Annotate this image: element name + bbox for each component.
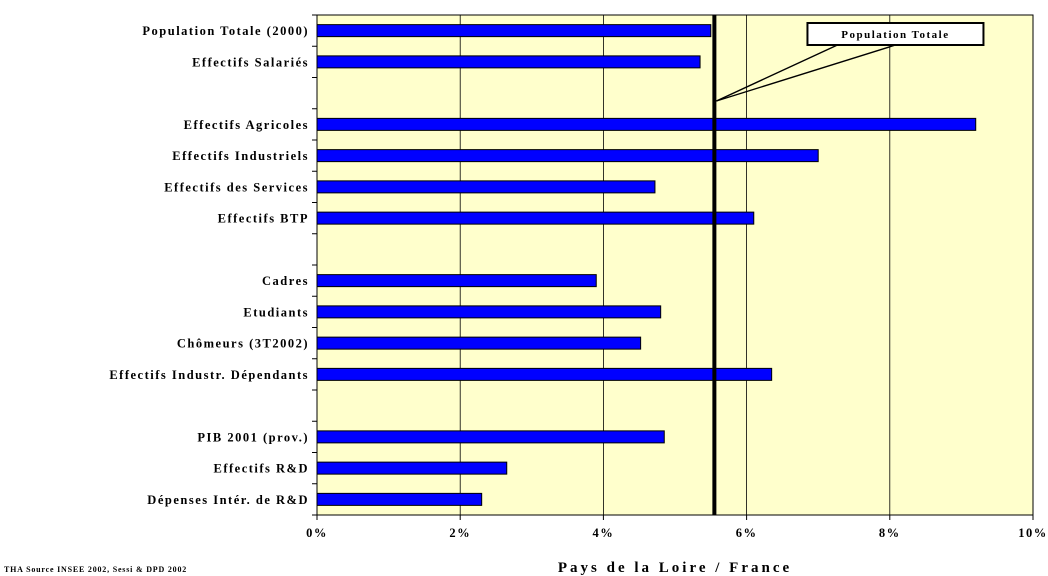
source-note: THA Source INSEE 2002, Sessi & DPD 2002 <box>4 565 187 574</box>
bar <box>316 492 483 506</box>
x-tick-labels: 0% 2% 4% 6% 8% 10% <box>306 515 1048 540</box>
category-label: Population Totale (2000) <box>142 24 309 38</box>
x-tick-label: 4% <box>593 526 615 540</box>
category-label: Cadres <box>262 274 309 288</box>
bar <box>316 336 642 350</box>
bar <box>316 274 597 288</box>
bars <box>316 24 977 506</box>
category-labels: Population Totale (2000) Effectifs Salari… <box>109 24 309 507</box>
bar <box>316 211 755 225</box>
category-label: Chômeurs (3T2002) <box>177 337 309 351</box>
x-tick-label: 8% <box>879 526 901 540</box>
x-tick-label: 0% <box>306 526 328 540</box>
category-ticks <box>312 14 317 516</box>
category-label: Effectifs des Services <box>164 180 309 194</box>
bar <box>316 117 977 131</box>
bar <box>316 367 773 381</box>
x-tick-label: 2% <box>449 526 471 540</box>
category-label: Dépenses Intér. de R&D <box>147 493 309 507</box>
bar <box>316 180 656 194</box>
callout-label: Population Totale <box>841 29 949 41</box>
bar <box>316 149 819 163</box>
category-label: Etudiants <box>243 305 309 319</box>
bar <box>316 461 508 475</box>
x-tick-label: 6% <box>736 526 758 540</box>
category-label: Effectifs Agricoles <box>184 118 309 132</box>
callout-leader <box>716 44 838 102</box>
bar <box>316 305 662 319</box>
category-label: Effectifs Salariés <box>192 55 309 69</box>
category-label: Effectifs R&D <box>213 462 309 476</box>
category-label: PIB 2001 (prov.) <box>197 430 309 444</box>
x-axis-title: Pays de la Loire / France <box>558 560 792 576</box>
bar <box>316 430 665 444</box>
category-label: Effectifs BTP <box>218 212 309 226</box>
category-label: Effectifs Industriels <box>172 149 309 163</box>
bar <box>316 55 701 69</box>
callout-box <box>806 22 985 46</box>
callout-leader <box>716 44 896 102</box>
category-label: Effectifs Industr. Dépendants <box>109 368 309 382</box>
bar <box>316 24 712 38</box>
x-tick-label: 10% <box>1018 526 1048 540</box>
